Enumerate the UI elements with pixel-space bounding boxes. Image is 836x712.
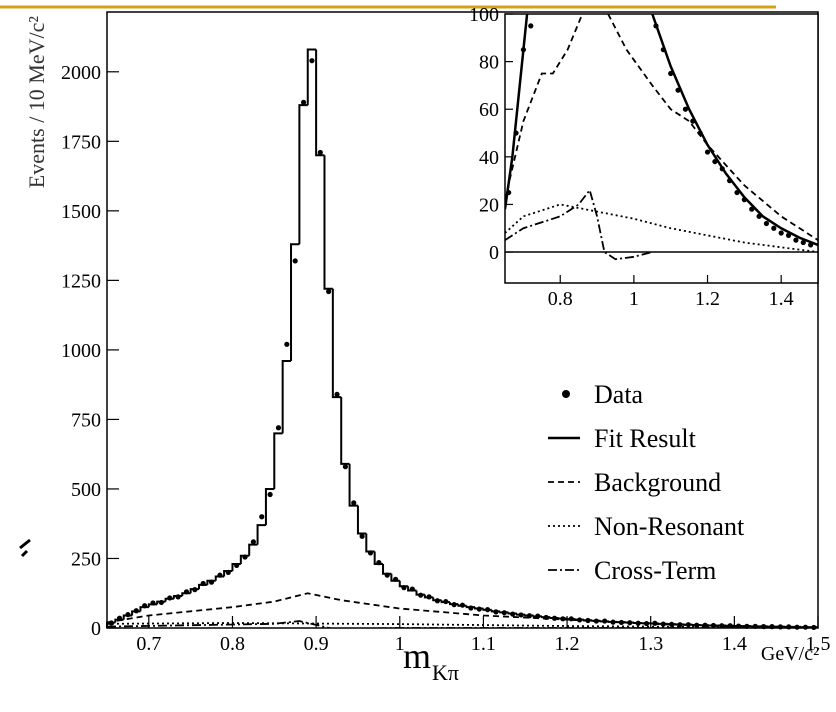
x-tick-label: 0.7 — [136, 633, 161, 655]
x-axis-unit: GeV/c² — [761, 643, 819, 665]
y-tick-label: 0 — [91, 618, 101, 640]
x-tick-label: 0.9 — [304, 633, 329, 655]
fit-step — [534, 615, 542, 616]
data-point — [705, 149, 710, 154]
y-tick-label: 80 — [479, 52, 499, 74]
legend-label: Cross-Term — [594, 556, 716, 585]
x-tick-label: 1 — [629, 288, 639, 310]
data-point — [793, 238, 798, 243]
legend-label: Background — [594, 468, 721, 497]
data-point — [293, 258, 298, 263]
y-tick-label: 40 — [479, 147, 499, 169]
y-tick-label: 1750 — [61, 131, 101, 153]
fit-step — [517, 614, 525, 615]
fit-step — [509, 612, 517, 613]
fit-step — [542, 616, 550, 617]
y-tick-label: 1000 — [61, 340, 101, 362]
x-tick-label: 1.3 — [638, 633, 663, 655]
y-tick-label: 500 — [71, 479, 101, 501]
x-axis-title-sub: Kπ — [432, 660, 459, 685]
data-point — [771, 226, 776, 231]
data-point — [259, 514, 264, 519]
data-point — [309, 58, 314, 63]
data-point — [528, 23, 533, 28]
data-point — [276, 425, 281, 430]
y-tick-label: 0 — [489, 242, 499, 264]
legend-label: Non-Resonant — [594, 512, 745, 541]
y-tick-label: 60 — [479, 99, 499, 121]
x-tick-label: 0.8 — [220, 633, 245, 655]
legend-label: Data — [594, 380, 644, 409]
data-point — [779, 230, 784, 235]
data-point — [284, 342, 289, 347]
x-tick-label: 1.1 — [471, 633, 496, 655]
fit-step — [550, 617, 558, 618]
data-point — [268, 492, 273, 497]
fit-step — [500, 611, 508, 612]
y-tick-label: 1500 — [61, 201, 101, 223]
legend-label: Fit Result — [594, 424, 697, 453]
y-tick-label: 750 — [71, 409, 101, 431]
fit-step — [559, 618, 567, 619]
fit-step — [525, 615, 533, 616]
data-point — [764, 221, 769, 226]
y-tick-label: 250 — [71, 548, 101, 570]
y-tick-label: 100 — [469, 4, 499, 26]
legend-marker — [562, 390, 570, 398]
y-axis-title: Events / 10 MeV/c² — [24, 16, 49, 189]
x-tick-label: 1.2 — [695, 288, 720, 310]
x-tick-label: 1.2 — [555, 633, 580, 655]
y-tick-label: 1250 — [61, 270, 101, 292]
x-tick-label: 1.4 — [722, 633, 747, 655]
y-tick-label: 2000 — [61, 62, 101, 84]
plot-area — [505, 14, 818, 283]
x-tick-label: 1.4 — [769, 288, 794, 310]
x-tick-label: 0.8 — [548, 288, 573, 310]
slide-mark — [20, 540, 30, 556]
y-tick-label: 20 — [479, 194, 499, 216]
x-axis-title: m — [403, 636, 431, 676]
